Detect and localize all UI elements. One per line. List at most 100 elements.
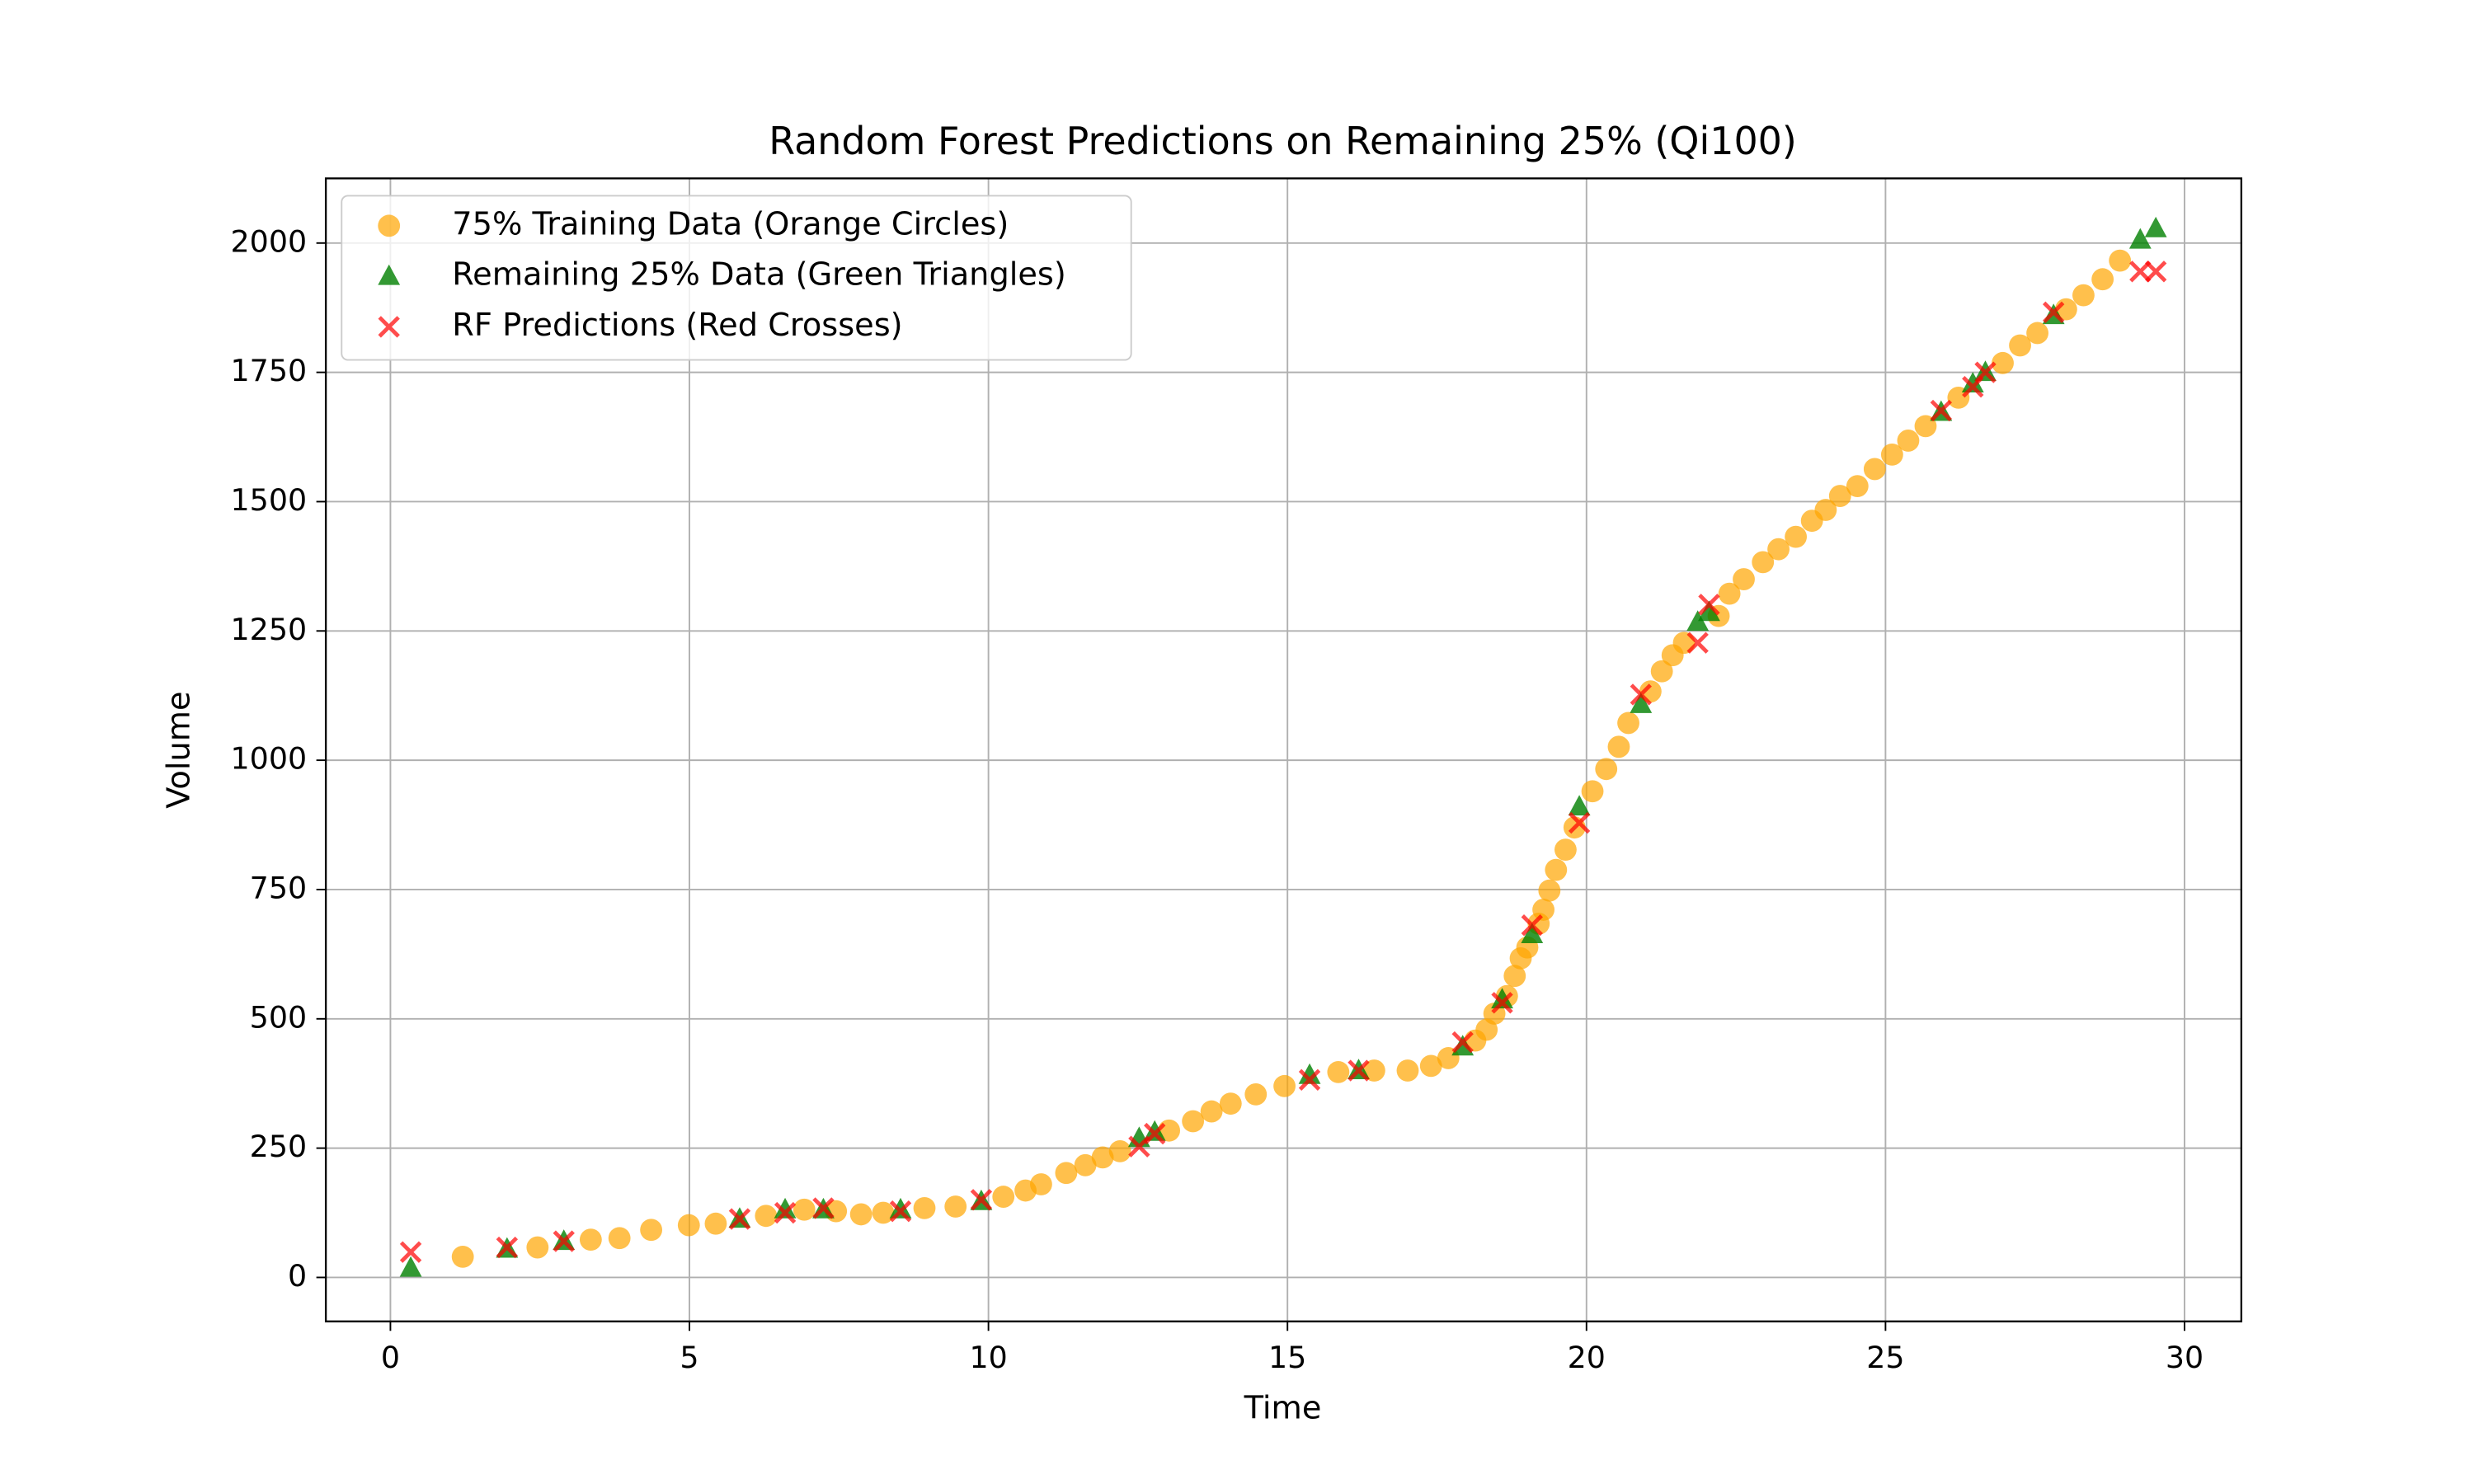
point [1863, 458, 1886, 481]
point [1348, 1059, 1370, 1082]
ticks-layer: 0 5 10 15 20 25 30 0 250 500 750 1000 1250 1500 1750 20… [231, 223, 2204, 1375]
point [1273, 1074, 1296, 1097]
point [640, 1219, 663, 1242]
x-tick-label: 5 [680, 1340, 698, 1375]
marks-layer [399, 216, 2167, 1277]
point [451, 1245, 474, 1268]
point [1992, 351, 2014, 374]
point [1630, 683, 1652, 706]
point [1538, 879, 1561, 902]
point [579, 1228, 602, 1252]
point [2129, 261, 2152, 283]
point [2144, 216, 2167, 237]
point [1581, 780, 1604, 803]
y-tick-label: 0 [288, 1258, 307, 1294]
point [774, 1197, 797, 1219]
point [1974, 361, 1997, 383]
point [2042, 301, 2065, 324]
point [1521, 914, 1543, 937]
x-tick-label: 0 [381, 1340, 400, 1375]
legend-marker [378, 264, 401, 285]
y-tick-label: 1000 [231, 741, 308, 777]
y-axis-label: Volume [160, 691, 197, 808]
point [1545, 858, 1568, 881]
y-tick-label: 500 [250, 999, 307, 1035]
x-tick-label: 15 [1268, 1340, 1306, 1375]
point [1298, 1063, 1321, 1084]
point [1091, 1146, 1114, 1169]
point [1144, 1122, 1166, 1145]
x-tick-label: 30 [2166, 1340, 2204, 1375]
x-tick-label: 25 [1866, 1340, 1904, 1375]
point [1752, 551, 1775, 574]
point [1930, 399, 1953, 422]
point [1327, 1060, 1350, 1083]
point [496, 1236, 519, 1259]
y-tick-label: 2000 [231, 223, 308, 259]
point [944, 1195, 967, 1218]
point [1698, 594, 1720, 616]
point [1814, 499, 1837, 521]
point [1718, 582, 1741, 605]
point [1733, 568, 1755, 590]
y-tick-label: 1500 [231, 482, 308, 518]
point [1698, 600, 1720, 622]
point [2128, 228, 2152, 249]
point [1491, 988, 1513, 1009]
point [1200, 1100, 1223, 1123]
point [728, 1208, 751, 1230]
legend-marker [378, 316, 400, 338]
point [913, 1196, 936, 1219]
y-tick-label: 1750 [231, 353, 308, 388]
point [526, 1236, 549, 1259]
x-tick-label: 10 [969, 1340, 1007, 1375]
point [1521, 923, 1544, 944]
point [1846, 475, 1869, 498]
point [812, 1197, 835, 1219]
legend: 75% Training Data (Orange Circles) Remain… [341, 195, 1132, 361]
point [2109, 249, 2132, 272]
point [1419, 1054, 1442, 1078]
point [992, 1186, 1015, 1208]
point [1785, 525, 1808, 548]
legend-label: 75% Training Data (Orange Circles) [452, 205, 1009, 242]
point [399, 1241, 422, 1263]
point [1617, 711, 1639, 735]
point [1686, 610, 1710, 632]
point [1880, 443, 1903, 466]
point [1554, 838, 1577, 862]
point [1030, 1173, 1052, 1195]
point [704, 1212, 727, 1235]
point [755, 1205, 778, 1228]
point [1686, 632, 1709, 654]
y-tick-label: 750 [250, 870, 307, 905]
point [1074, 1153, 1097, 1176]
x-axis-label: Time [1244, 1390, 1322, 1427]
point [2144, 261, 2167, 283]
point [774, 1201, 797, 1224]
legend-label: Remaining 25% Data (Green Triangles) [452, 256, 1066, 294]
y-tick-label: 1250 [231, 612, 308, 647]
point [553, 1230, 575, 1252]
point [677, 1214, 700, 1237]
legend-box [341, 195, 1132, 361]
grid-layer [326, 178, 2241, 1322]
point [889, 1200, 912, 1223]
x-tick-label: 20 [1568, 1340, 1606, 1375]
point [1828, 485, 1851, 507]
point [1503, 965, 1526, 988]
y-tick-label: 250 [250, 1129, 307, 1164]
point [608, 1227, 631, 1250]
point [1219, 1092, 1242, 1115]
point [1491, 992, 1513, 1014]
point [2009, 334, 2031, 357]
point [2026, 322, 2048, 345]
point [872, 1201, 895, 1224]
point [1630, 693, 1653, 713]
point [2072, 284, 2095, 307]
point [793, 1198, 816, 1221]
legend-marker [378, 214, 401, 237]
point [1143, 1120, 1166, 1141]
point [399, 1256, 422, 1277]
